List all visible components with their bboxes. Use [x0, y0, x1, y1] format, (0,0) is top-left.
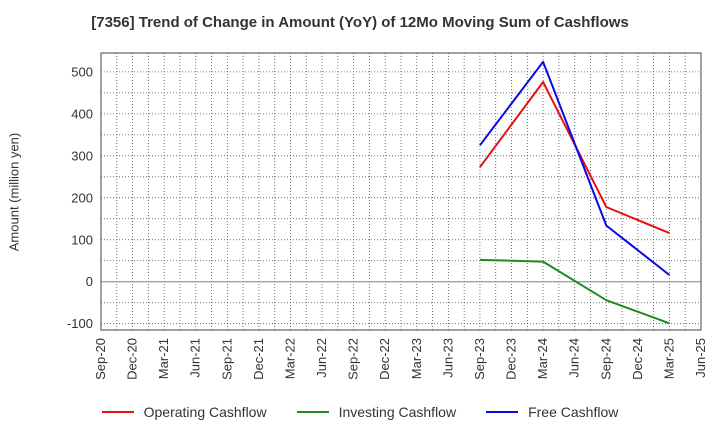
x-tick-label: Mar-23	[409, 338, 424, 379]
x-tick-label: Mar-22	[282, 338, 297, 379]
x-tick-label: Dec-23	[504, 338, 519, 380]
x-tick-label: Sep-22	[346, 338, 361, 380]
legend-swatch	[296, 411, 329, 413]
legend-item: Operating Cashflow	[101, 404, 267, 420]
legend-item: Free Cashflow	[486, 404, 618, 420]
x-tick-label: Mar-24	[535, 338, 550, 379]
legend: Operating Cashflow Investing Cashflow Free…	[0, 404, 720, 420]
series-lines	[479, 60, 671, 325]
x-tick-label: Jun-24	[567, 338, 582, 378]
x-tick-label: Mar-21	[156, 338, 171, 379]
x-tick-labels: Sep-20 Dec-20 Mar-21 Jun-21 Sep-21 Dec-21 Mar-…	[93, 338, 708, 380]
x-tick-label: Dec-21	[251, 338, 266, 380]
x-tick-label: Jun-21	[188, 338, 203, 378]
series-line-free-cashflow	[479, 60, 671, 276]
plot-border	[100, 52, 702, 331]
y-tick-label: 100	[71, 232, 93, 247]
x-tick-label: Sep-24	[598, 338, 613, 380]
series-line-investing-cashflow	[479, 258, 670, 325]
x-tick-label: Jun-23	[440, 338, 455, 378]
y-tick-label: 500	[71, 64, 93, 79]
plot-frame	[100, 52, 702, 331]
y-tick-labels: -100 0 100 200 300 400 500	[67, 64, 93, 331]
x-tick-label: Dec-22	[377, 338, 392, 380]
y-tick-label: -100	[67, 316, 93, 331]
legend-swatch	[101, 411, 134, 413]
grid-lines	[100, 53, 702, 330]
y-tick-label: 0	[86, 274, 93, 289]
legend-label: Operating Cashflow	[143, 404, 267, 420]
x-tick-label: Sep-23	[472, 338, 487, 380]
legend-label: Investing Cashflow	[338, 404, 457, 420]
y-tick-label: 300	[71, 148, 93, 163]
x-tick-label: Mar-25	[661, 338, 676, 379]
x-tick-label: Sep-21	[219, 338, 234, 380]
x-tick-label: Sep-20	[93, 338, 108, 380]
x-tick-label: Jun-22	[314, 338, 329, 378]
x-tick-label: Dec-20	[125, 338, 140, 380]
chart-title: [7356] Trend of Change in Amount (YoY) o…	[91, 14, 629, 31]
legend-label: Free Cashflow	[528, 404, 619, 420]
legend-item: Investing Cashflow	[296, 404, 457, 420]
y-tick-label: 400	[71, 106, 93, 121]
legend-swatch	[486, 411, 519, 413]
x-tick-label: Dec-24	[630, 338, 645, 380]
x-tick-label: Jun-25	[693, 338, 708, 378]
y-tick-label: 200	[71, 190, 93, 205]
